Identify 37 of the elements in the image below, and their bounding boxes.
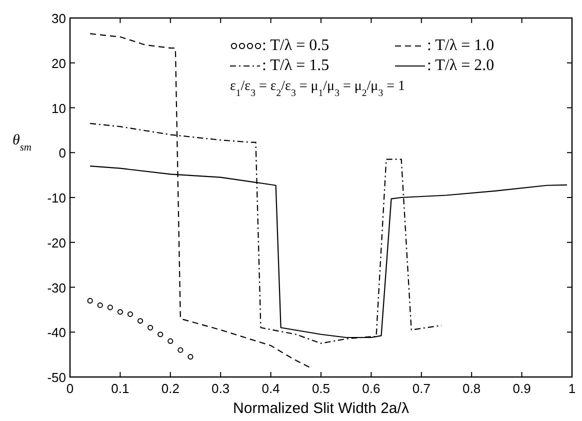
x-tick-label: 0.6 xyxy=(362,381,380,396)
x-tick-label: 0.4 xyxy=(262,381,280,396)
x-tick-label: 0.8 xyxy=(462,381,481,396)
y-tick-label: 30 xyxy=(52,11,66,26)
point xyxy=(117,309,123,315)
point xyxy=(137,318,144,324)
point xyxy=(97,302,103,308)
point xyxy=(188,354,194,360)
legend-label: : T/λ = 2.0 xyxy=(427,57,494,74)
point xyxy=(107,304,113,310)
legend-label: : T/λ = 1.5 xyxy=(262,57,330,74)
y-tick-label: -20 xyxy=(47,235,66,250)
x-tick-label: 0.5 xyxy=(312,381,330,396)
y-tick-label: -10 xyxy=(47,190,66,206)
y-tick-label: -30 xyxy=(47,280,66,296)
y-tick-label: -50 xyxy=(47,370,66,385)
point xyxy=(178,347,184,353)
x-tick-label: 0.1 xyxy=(111,381,130,396)
point xyxy=(87,298,93,304)
x-tick-label: 1 xyxy=(568,381,576,396)
y-tick-label: -40 xyxy=(47,325,66,340)
x-axis-title: Normalized Slit Width 2a/λ xyxy=(233,400,410,417)
point xyxy=(127,311,134,317)
x-tick-label: 0.3 xyxy=(212,381,230,396)
y-tick-label: 10 xyxy=(52,100,66,116)
y-axis-title: θ$_{sm}$ xyxy=(12,132,32,154)
x-tick-label: 0.2 xyxy=(161,381,180,396)
point xyxy=(148,324,154,330)
legend-label: : T/λ = 1.0 xyxy=(427,37,494,54)
x-tick-label: 0.9 xyxy=(512,381,531,396)
legend-label: : T/λ = 0.5 xyxy=(262,37,330,54)
text: ε$_{1}$/ε$_{3}$ = ε$_{2}$/ε$_{3}$ = μ$_{1}$/μ$_{3}$ = μ$_{2}$/μ$_{3}$ = 1 xyxy=(230,79,406,98)
y-tick-label: 20 xyxy=(52,56,66,71)
y-tick-label: 0 xyxy=(58,146,66,161)
point xyxy=(158,332,164,338)
x-tick-label: 0.7 xyxy=(412,381,430,396)
point xyxy=(168,338,174,344)
